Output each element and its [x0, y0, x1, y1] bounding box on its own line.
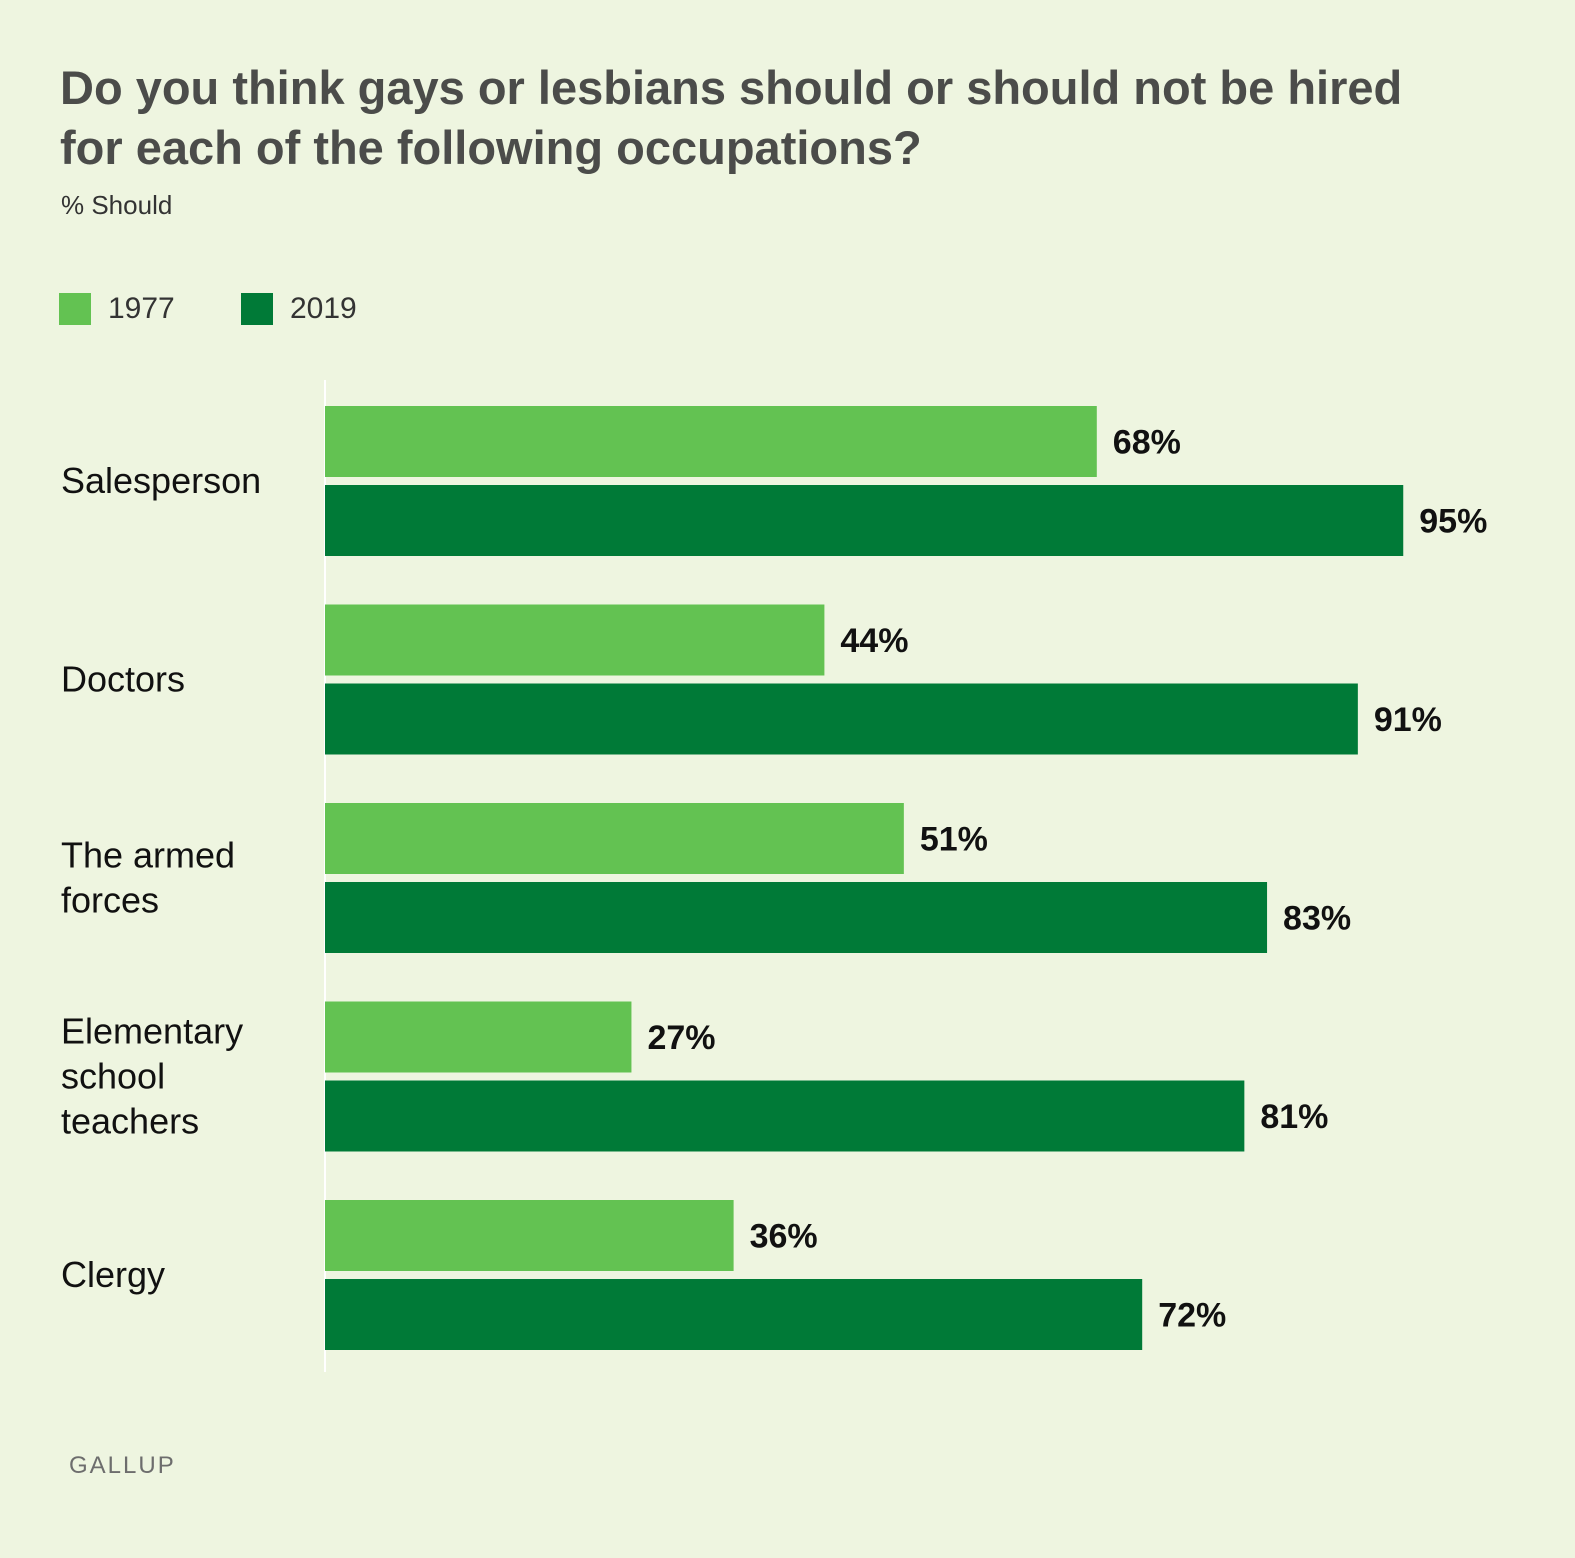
category-label-line: Doctors	[61, 659, 185, 700]
data-label-2019: 83%	[1283, 900, 1351, 938]
gallup-logo-text: GALLUP	[69, 1452, 176, 1479]
bar-1977	[325, 1200, 734, 1271]
category-label: Clergy	[61, 1254, 165, 1295]
data-label-2019: 81%	[1260, 1098, 1328, 1136]
data-label-1977: 51%	[920, 821, 988, 859]
category-label-line: forces	[61, 880, 159, 921]
category-label-line: The armed	[61, 835, 235, 876]
category-label-line: Clergy	[61, 1254, 165, 1295]
data-label-2019: 91%	[1374, 701, 1442, 739]
chart-subtitle: % Should	[61, 190, 173, 220]
chart-title: Do you think gays or lesbians should or …	[60, 61, 1403, 174]
bar-2019	[325, 683, 1358, 755]
legend-item-1977: 1977	[59, 292, 175, 326]
bar-2019	[325, 485, 1404, 556]
category-label-line: Elementary	[61, 1011, 243, 1052]
legend-swatch-1977	[59, 293, 91, 325]
category-label-line: teachers	[61, 1101, 199, 1142]
legend-label-2019: 2019	[290, 292, 357, 325]
legend-swatch-2019	[241, 293, 273, 325]
data-label-1977: 44%	[840, 622, 908, 660]
legend-item-2019: 2019	[241, 292, 357, 326]
data-label-1977: 27%	[647, 1019, 715, 1057]
data-label-1977: 36%	[750, 1218, 818, 1256]
category-label: The armed forces	[61, 835, 235, 921]
category-label: Elementary school teachers	[61, 1011, 243, 1142]
data-label-2019: 95%	[1419, 503, 1487, 541]
bar-2019	[325, 1279, 1143, 1350]
data-label-2019: 72%	[1158, 1297, 1226, 1335]
bar-1977	[325, 604, 825, 676]
category-label-line: Salesperson	[61, 460, 261, 501]
bar-1977	[325, 803, 904, 874]
category-label: Salesperson	[61, 460, 261, 501]
category-label: Doctors	[61, 659, 185, 700]
bar-2019	[325, 1080, 1245, 1152]
bar-1977	[325, 1001, 632, 1073]
data-label-1977: 68%	[1113, 424, 1181, 462]
legend-label-1977: 1977	[108, 292, 175, 325]
category-label-line: school	[61, 1056, 165, 1097]
bar-2019	[325, 882, 1268, 953]
bar-1977	[325, 406, 1097, 477]
